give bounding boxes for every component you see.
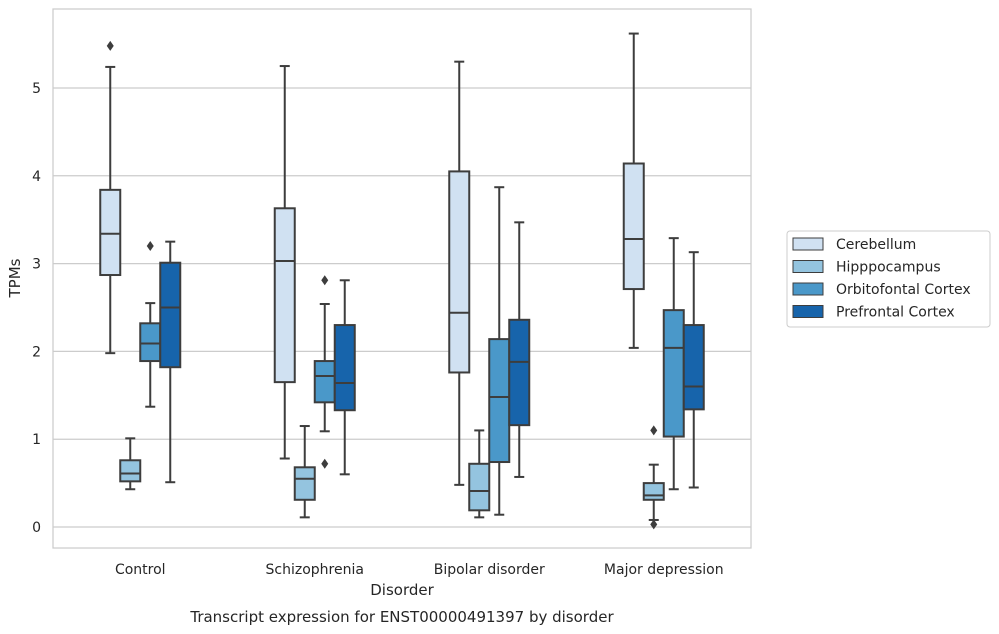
legend-swatch (792, 282, 824, 296)
y-axis-ticks: 0 1 2 3 4 5 (32, 81, 41, 536)
box-orbitofontal-cortex (488, 186, 511, 516)
box-iqr (682, 324, 705, 411)
x-tick-label: Bipolar disorder (434, 562, 545, 578)
box-iqr (468, 462, 491, 512)
legend-label: Hipppocampus (836, 260, 941, 276)
x-tick-label: Major depression (604, 562, 724, 578)
y-tick-label: 1 (32, 432, 41, 448)
box-iqr (448, 170, 471, 374)
box-iqr (99, 188, 122, 277)
y-tick-label: 0 (32, 520, 41, 536)
box-iqr (119, 459, 142, 483)
outlier-point (650, 425, 658, 436)
legend: Cerebellum Hipppocampus Orbitofontal Corte… (786, 230, 991, 328)
y-axis-label: TPMs (6, 258, 24, 298)
box-iqr (313, 360, 336, 404)
x-axis-label: Disorder (370, 581, 434, 599)
box-groups (99, 32, 705, 530)
legend-swatch (792, 305, 824, 318)
x-tick-label: Schizophrenia (266, 562, 364, 578)
box-hipppocampus (468, 429, 491, 519)
box-hipppocampus (293, 425, 316, 519)
box-iqr (508, 318, 531, 427)
gridlines (53, 87, 751, 528)
box-orbitofontal-cortex (313, 275, 336, 469)
legend-label: Prefrontal Cortex (836, 305, 955, 321)
outlier-point (321, 275, 329, 286)
box-cerebellum (99, 40, 122, 355)
y-tick-label: 5 (32, 81, 41, 97)
box-iqr (488, 338, 511, 464)
box-iqr (139, 322, 162, 363)
box-iqr (662, 309, 685, 438)
plot-area-frame (52, 8, 752, 549)
outlier-point (146, 241, 154, 252)
outlier-point (321, 458, 329, 469)
outlier-point (650, 519, 658, 530)
box-hipppocampus (642, 425, 665, 530)
box-orbitofontal-cortex (139, 241, 162, 408)
legend-frame (786, 230, 991, 328)
box-orbitofontal-cortex (662, 237, 685, 491)
box-prefrontal-cortex (333, 279, 356, 476)
x-tick-label: Control (115, 562, 166, 578)
chart-title: Transcript expression for ENST0000049139… (189, 608, 614, 626)
box-prefrontal-cortex (159, 240, 182, 484)
y-tick-label: 4 (32, 169, 41, 185)
box-hipppocampus (119, 437, 142, 491)
box-iqr (293, 466, 316, 501)
box-iqr (273, 207, 296, 384)
legend-label: Cerebellum (836, 237, 916, 253)
box-cerebellum (273, 65, 296, 460)
outlier-point (106, 40, 114, 51)
box-iqr (159, 261, 182, 369)
box-iqr (333, 324, 356, 412)
box-prefrontal-cortex (508, 221, 531, 478)
box-cerebellum (622, 32, 645, 349)
y-tick-label: 2 (32, 344, 41, 360)
legend-label: Orbitofontal Cortex (836, 282, 971, 298)
x-axis-ticks: Control Schizophrenia Bipolar disorder Majo… (115, 562, 724, 578)
box-iqr (622, 162, 645, 291)
y-tick-label: 3 (32, 257, 41, 273)
box-cerebellum (448, 60, 471, 486)
legend-swatch (792, 237, 824, 251)
box-prefrontal-cortex (682, 251, 705, 489)
legend-swatch (792, 260, 824, 273)
box-iqr (642, 482, 665, 501)
